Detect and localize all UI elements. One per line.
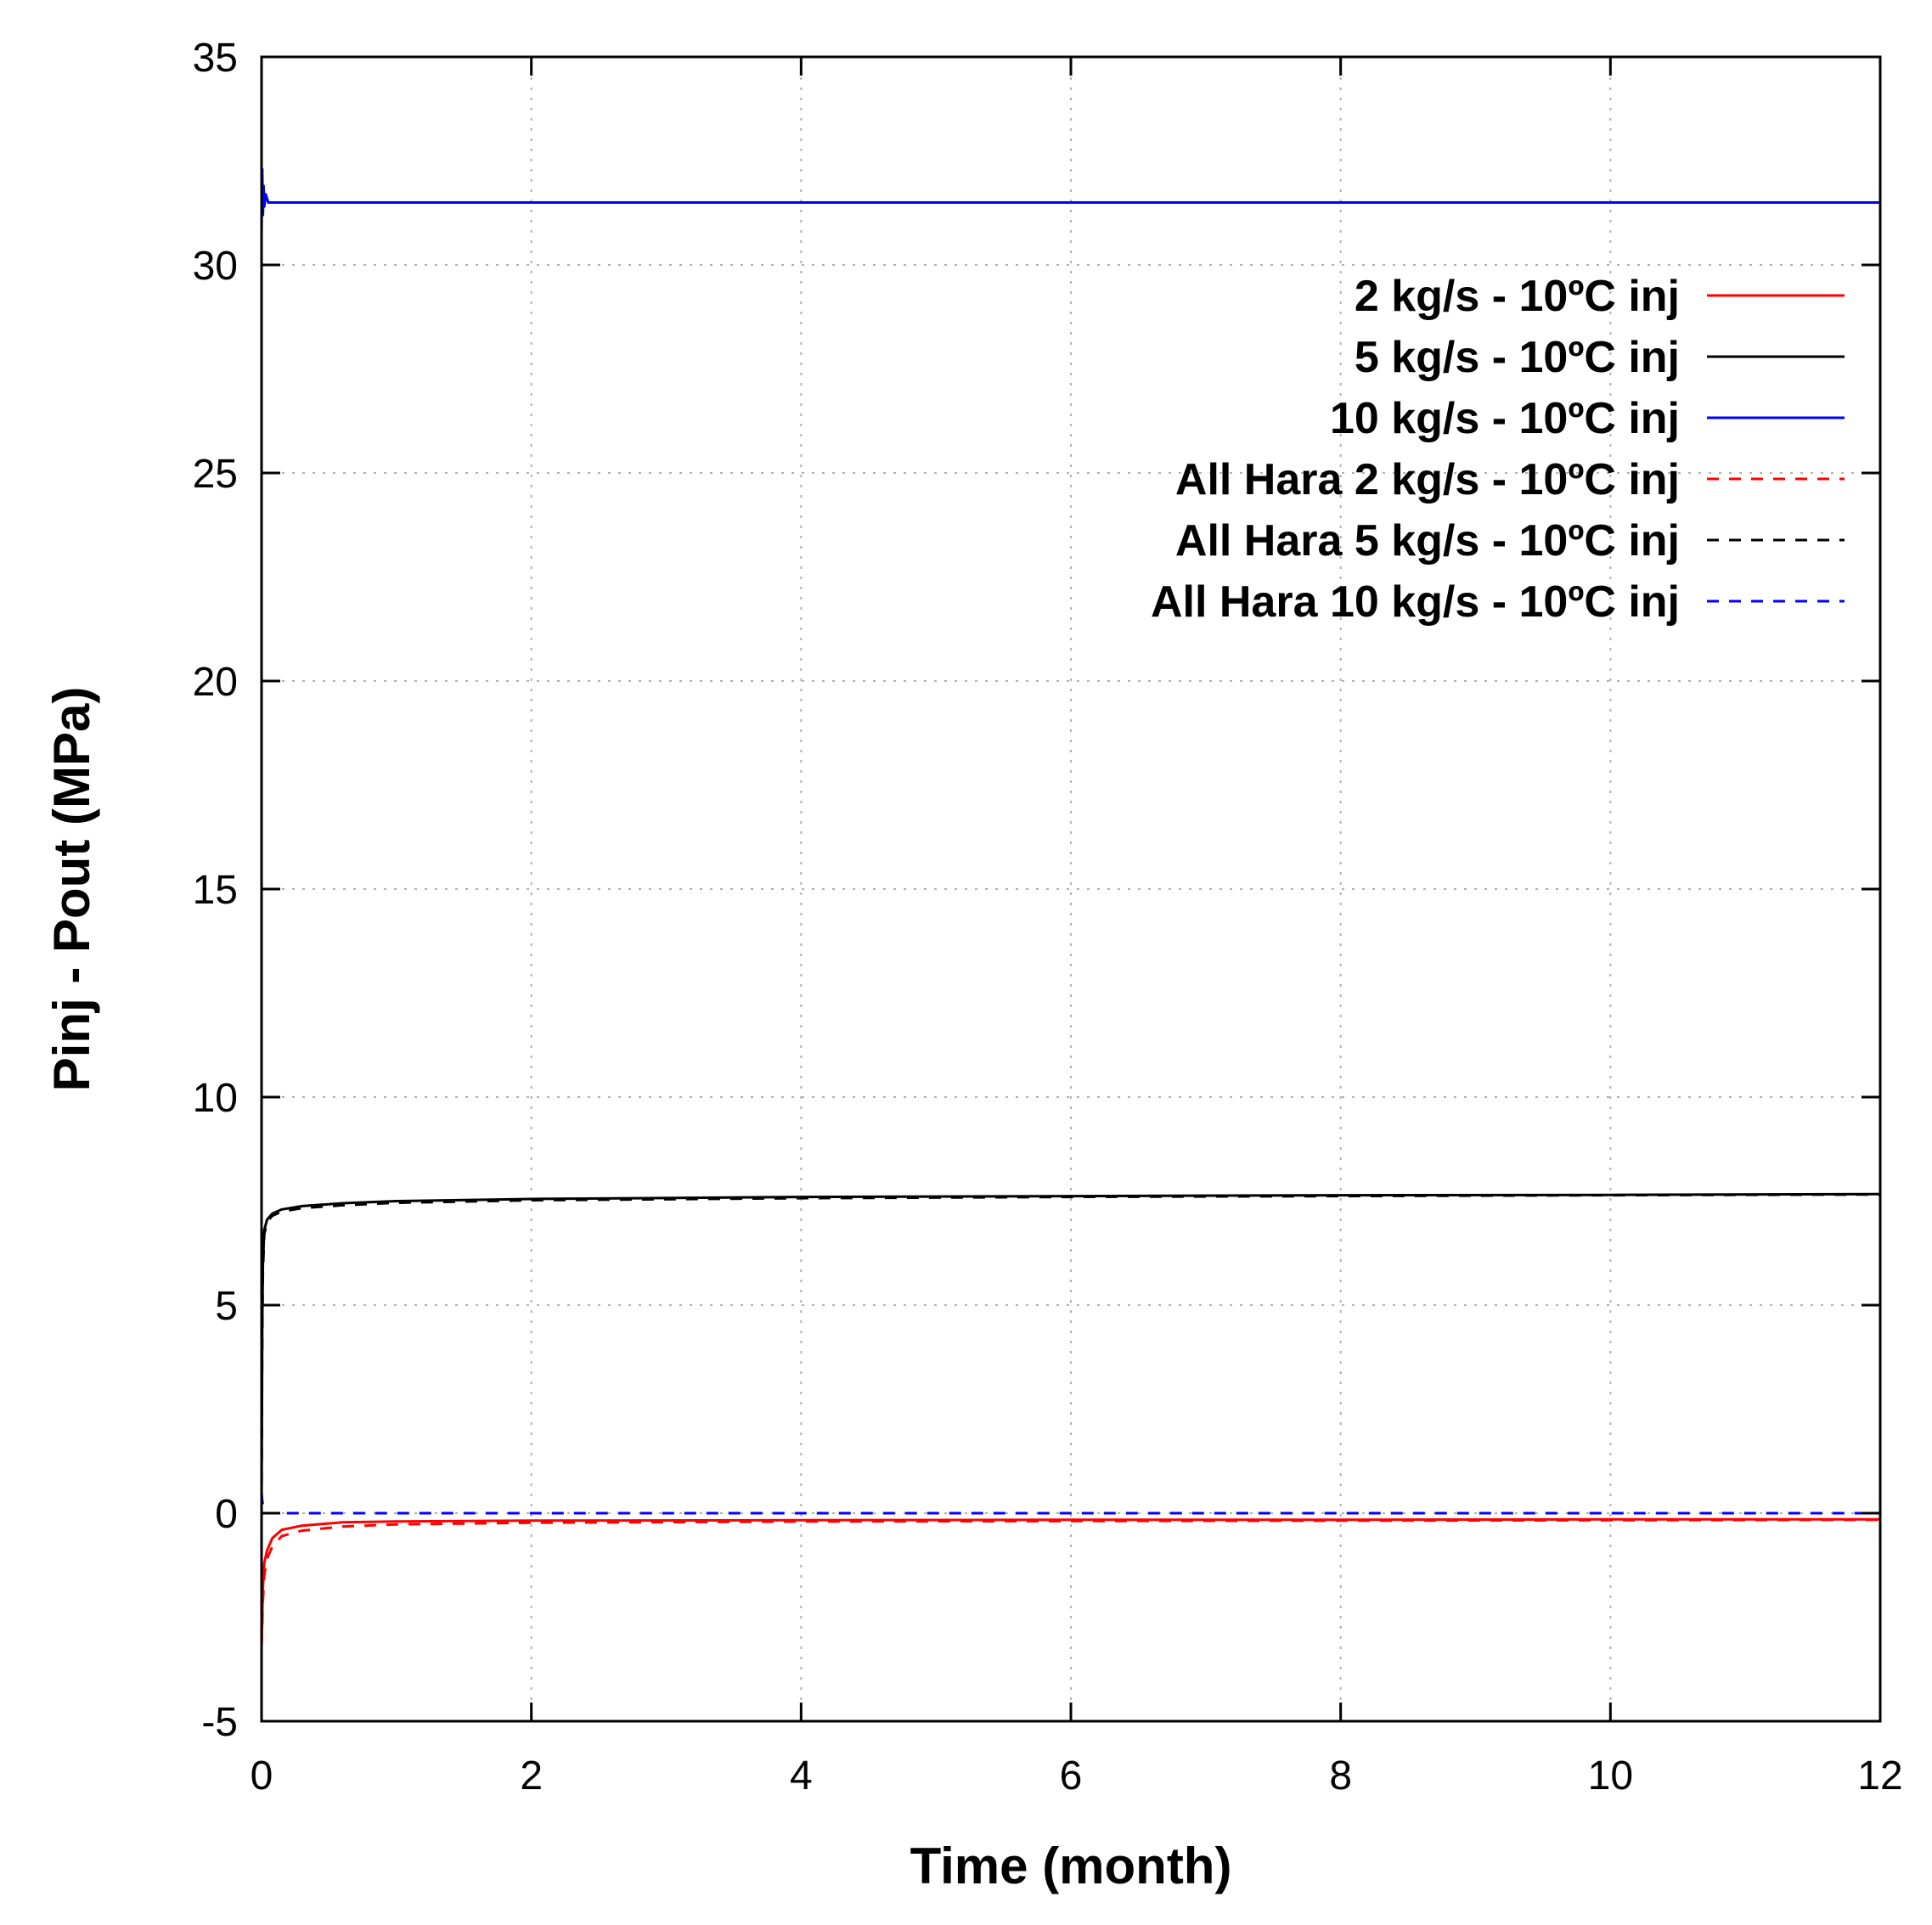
grid-lines [262, 57, 1880, 1721]
y-tick-label: 10 [193, 1076, 238, 1121]
y-tick-label: 35 [193, 36, 238, 81]
x-tick-label: 0 [251, 1753, 273, 1798]
y-tick-label: 30 [193, 244, 238, 289]
legend-label-2: 5 kg/s - 10ºC inj [1355, 333, 1680, 382]
series-line-4 [260, 1518, 1881, 1646]
x-axis-title: Time (month) [910, 1838, 1232, 1894]
series-line-3 [260, 167, 1880, 232]
axis-ticks: 0 2 4 6 8 10 12 -5 0 5 10 15 20 25 30 35 [193, 36, 1903, 1798]
legend-label-3: 10 kg/s - 10ºC inj [1330, 394, 1680, 443]
x-tick-label: 10 [1588, 1753, 1633, 1798]
series-line-5 [260, 1193, 1881, 1506]
y-tick-label: 15 [193, 868, 238, 913]
y-tick-label: -5 [201, 1700, 238, 1745]
legend: 2 kg/s - 10ºC inj 5 kg/s - 10ºC inj 10 kg/… [1151, 272, 1845, 627]
y-axis-title: Pinj - Pout (MPa) [43, 687, 100, 1092]
y-tick-label: 20 [193, 660, 238, 705]
y-tick-label: 25 [193, 452, 238, 497]
x-tick-label: 8 [1329, 1753, 1352, 1798]
legend-label-6: All Hara 10 kg/s - 10ºC inj [1151, 577, 1680, 627]
y-tick-label: 5 [215, 1284, 238, 1329]
x-tick-label: 4 [790, 1753, 813, 1798]
y-tick-label: 0 [215, 1492, 238, 1537]
x-tick-label: 12 [1857, 1753, 1902, 1798]
x-tick-label: 2 [520, 1753, 543, 1798]
legend-label-1: 2 kg/s - 10ºC inj [1355, 272, 1680, 321]
legend-label-4: All Hara 2 kg/s - 10ºC inj [1175, 455, 1680, 504]
legend-label-5: All Hara 5 kg/s - 10ºC inj [1175, 516, 1680, 566]
x-tick-label: 6 [1060, 1753, 1083, 1798]
